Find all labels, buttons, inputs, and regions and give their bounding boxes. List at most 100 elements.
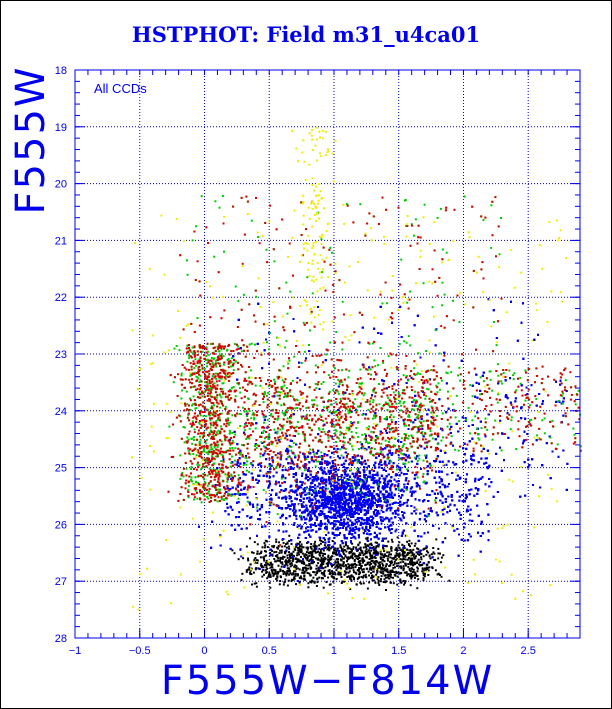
data-point — [300, 548, 303, 551]
data-point — [382, 546, 384, 549]
data-point — [317, 569, 320, 571]
data-point — [310, 543, 313, 545]
data-point — [291, 560, 294, 563]
data-point — [379, 566, 382, 569]
data-point — [378, 566, 381, 569]
data-point — [417, 578, 420, 581]
data-point — [402, 569, 405, 572]
data-point — [368, 543, 371, 546]
data-point — [355, 563, 358, 566]
data-point — [415, 555, 417, 558]
data-point — [405, 571, 408, 574]
data-point — [385, 565, 387, 568]
data-point — [420, 553, 423, 556]
data-point — [283, 556, 286, 559]
data-point — [348, 567, 351, 570]
data-point — [298, 549, 301, 552]
data-point — [339, 553, 342, 556]
data-point — [292, 550, 295, 553]
data-point — [328, 558, 331, 561]
data-point — [367, 549, 370, 552]
data-point — [286, 554, 289, 557]
data-point — [409, 561, 411, 564]
data-point — [319, 542, 322, 545]
data-point — [269, 586, 272, 589]
data-point — [406, 558, 409, 561]
data-point — [263, 559, 266, 562]
data-point — [286, 557, 289, 559]
data-point — [260, 550, 263, 553]
data-point — [288, 560, 291, 563]
data-point — [409, 563, 412, 566]
data-point — [329, 547, 332, 550]
data-point — [411, 559, 413, 561]
data-point — [430, 553, 433, 556]
data-point — [389, 562, 392, 565]
data-point — [422, 574, 425, 577]
data-point — [415, 551, 418, 554]
data-point — [425, 547, 428, 550]
data-point — [260, 562, 263, 565]
data-point — [253, 582, 256, 585]
data-point — [434, 558, 437, 561]
data-point — [301, 552, 304, 555]
data-point — [416, 566, 419, 569]
data-point — [349, 564, 351, 567]
data-point — [375, 545, 378, 548]
data-point — [284, 560, 287, 563]
data-point — [409, 559, 412, 562]
data-point — [388, 553, 391, 556]
data-point — [398, 565, 401, 568]
data-point — [345, 544, 348, 547]
data-point — [387, 540, 390, 543]
data-point — [362, 576, 364, 579]
data-point — [351, 555, 353, 558]
data-point — [389, 556, 392, 559]
data-point — [249, 563, 252, 566]
data-point — [362, 568, 365, 571]
data-point — [338, 565, 341, 568]
data-point — [357, 570, 360, 573]
data-point — [396, 536, 399, 539]
data-point — [305, 564, 308, 567]
data-point — [294, 568, 297, 570]
data-point — [365, 552, 368, 555]
data-point — [380, 575, 383, 578]
data-point — [322, 552, 325, 555]
data-point — [428, 566, 431, 569]
data-point — [276, 579, 279, 582]
data-point — [306, 557, 309, 560]
data-point — [314, 573, 317, 576]
data-point — [319, 569, 322, 572]
data-point — [394, 555, 397, 558]
data-point — [267, 575, 270, 578]
data-point — [422, 579, 425, 582]
data-point — [295, 565, 298, 568]
data-point — [331, 565, 333, 568]
data-point — [437, 552, 440, 555]
data-point — [369, 555, 372, 558]
data-point — [391, 561, 393, 564]
data-point — [308, 560, 311, 563]
data-point — [312, 580, 315, 583]
data-point — [277, 564, 280, 567]
data-point — [269, 551, 272, 554]
data-point — [288, 534, 291, 537]
data-point — [390, 547, 393, 550]
data-point — [261, 546, 264, 549]
data-point — [296, 546, 299, 549]
data-point — [383, 554, 386, 557]
data-point — [426, 564, 429, 566]
data-point — [396, 548, 399, 551]
data-point — [282, 583, 285, 586]
data-point — [371, 579, 374, 582]
data-point — [309, 551, 312, 554]
data-point — [266, 540, 269, 543]
data-point — [382, 547, 385, 550]
data-point — [388, 577, 391, 580]
data-point — [342, 563, 345, 566]
data-point — [245, 570, 248, 573]
data-point — [388, 551, 391, 554]
data-point — [395, 546, 398, 549]
data-point — [396, 558, 399, 561]
